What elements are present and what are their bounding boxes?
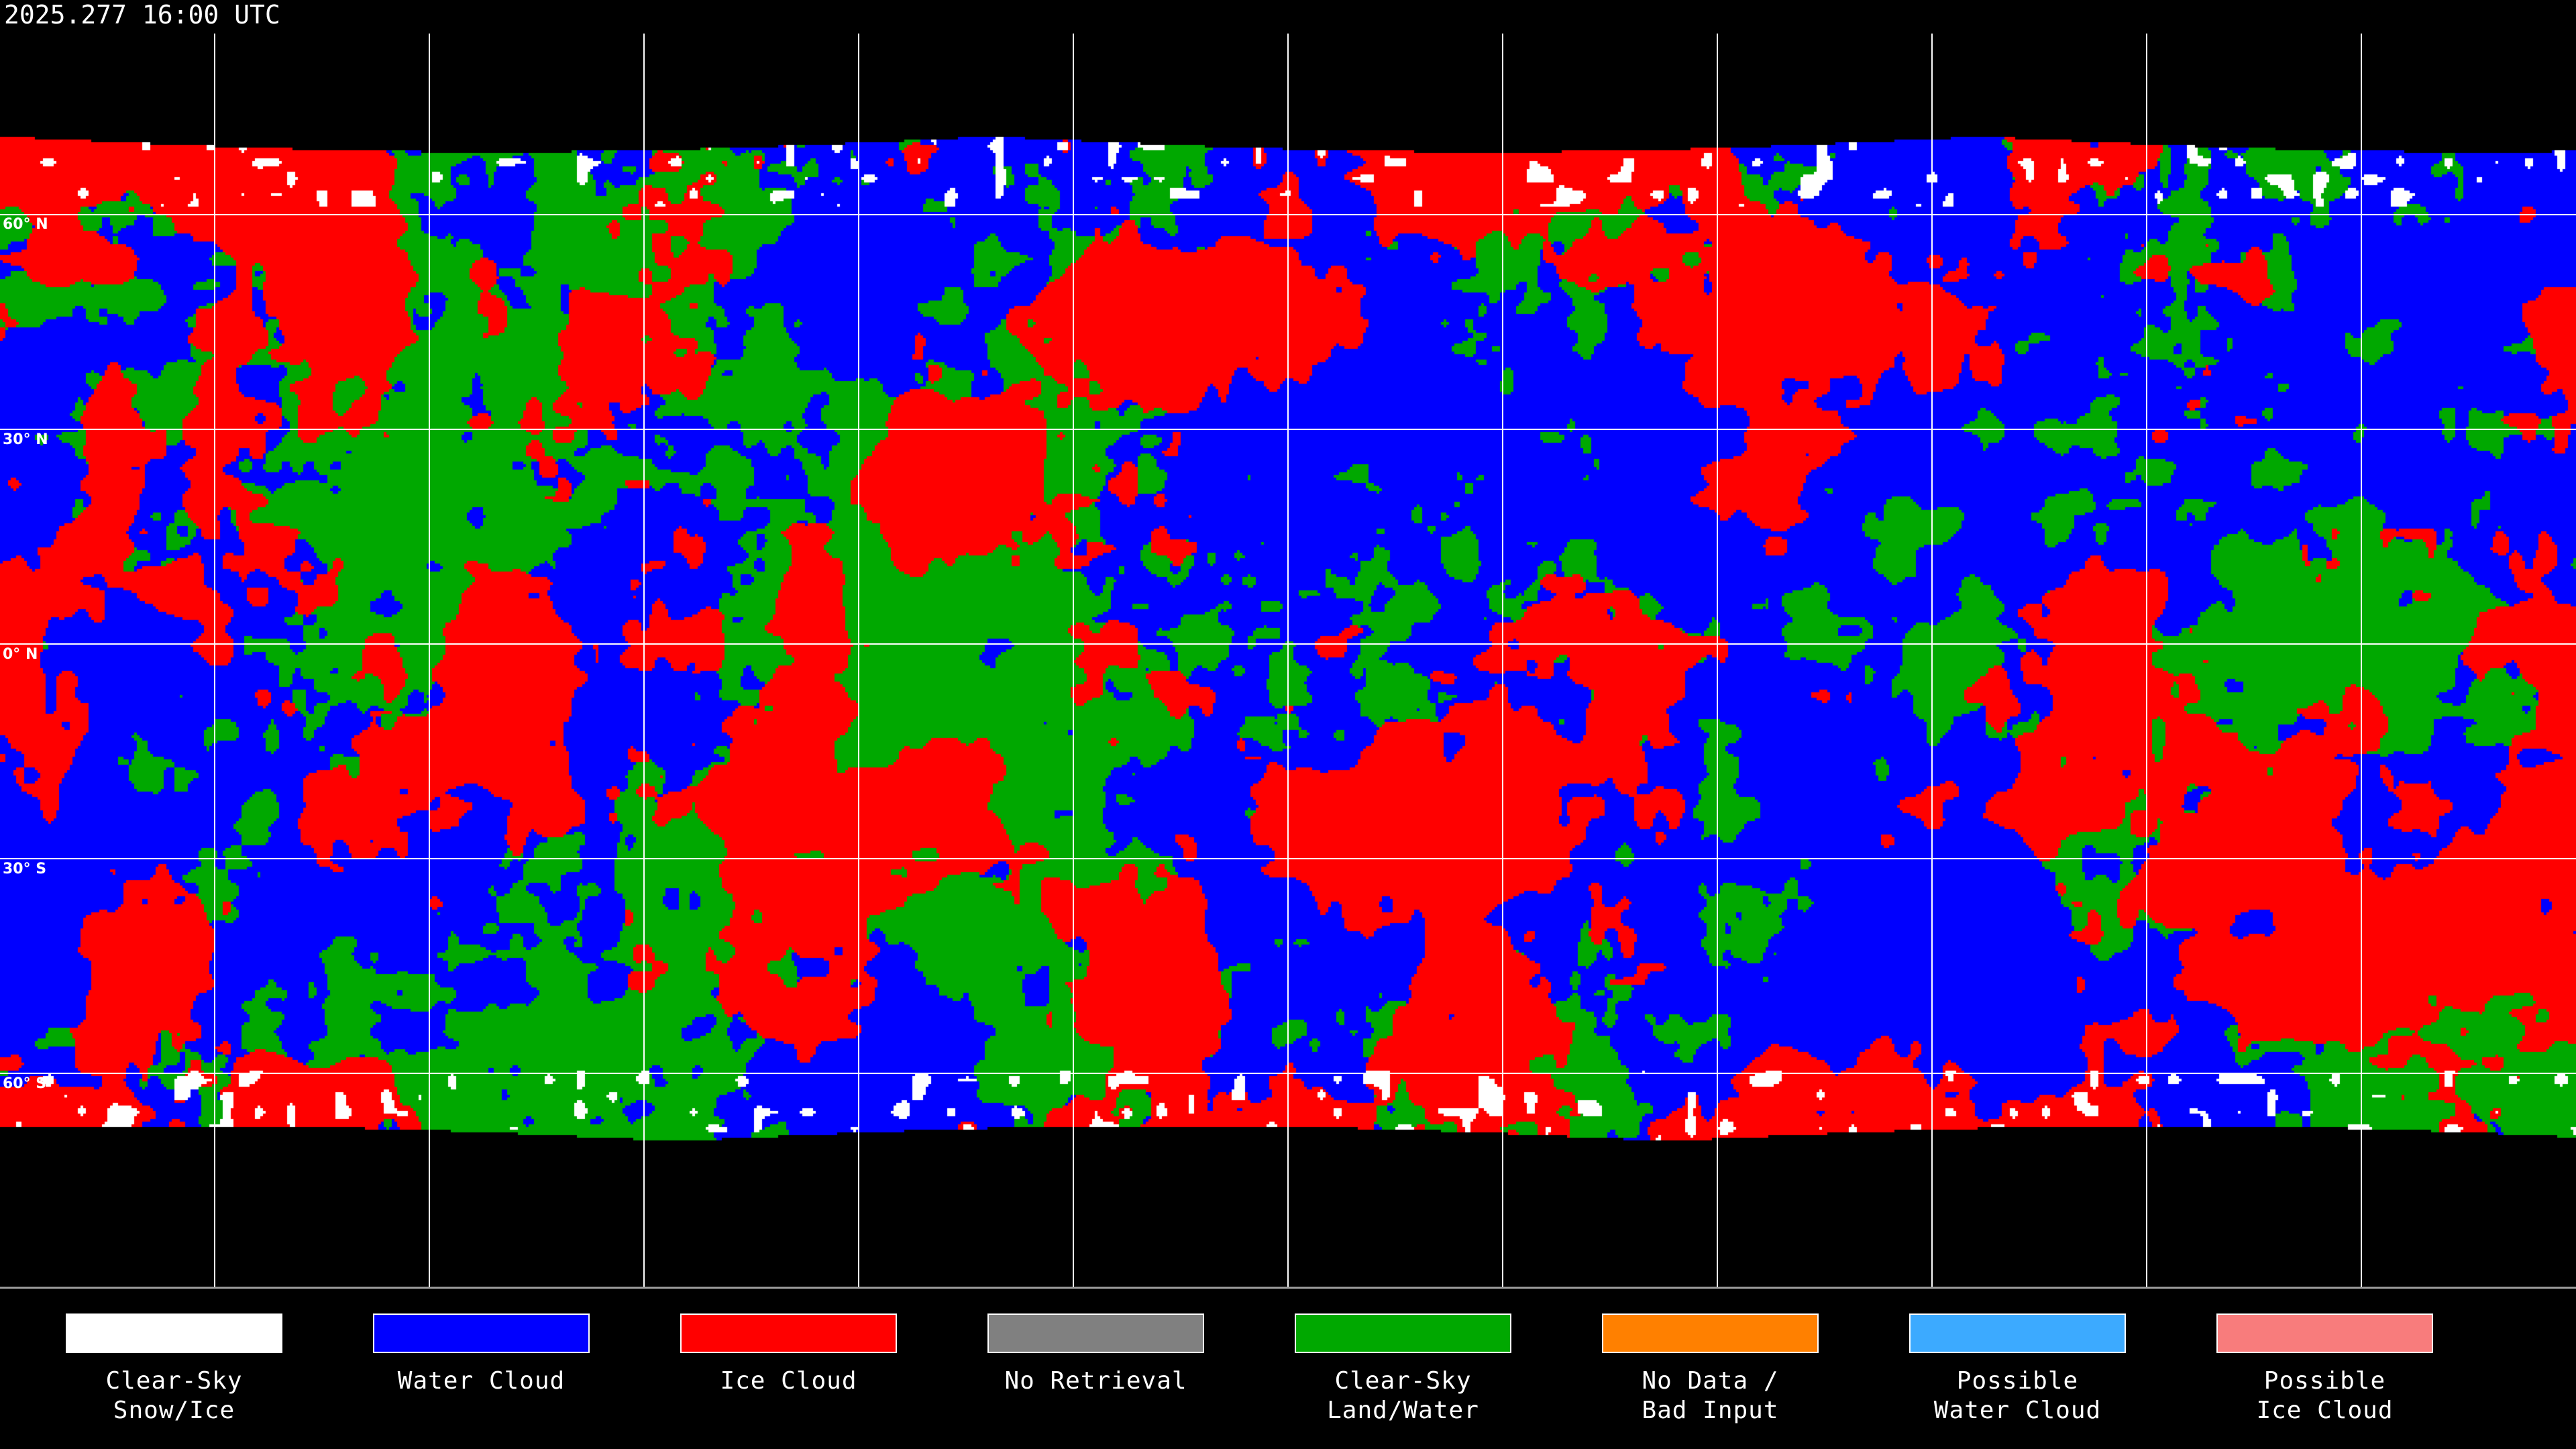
lat-label-60s: 60° S — [3, 1075, 47, 1092]
legend-swatch — [66, 1313, 282, 1353]
lat-label-60n: 60° N — [3, 216, 48, 233]
legend-label: No Data / Bad Input — [1642, 1367, 1779, 1424]
lat-label-30s: 30° S — [3, 861, 47, 877]
legend-swatch — [1602, 1313, 1819, 1353]
legend-swatch — [987, 1313, 1204, 1353]
legend-item-ice-cloud: Ice Cloud — [680, 1313, 897, 1396]
legend-item-no-retrieval: No Retrieval — [987, 1313, 1204, 1396]
legend-item-clear-sky-land-water: Clear-Sky Land/Water — [1295, 1313, 1511, 1426]
legend-label: Clear-Sky Snow/Ice — [105, 1367, 243, 1424]
legend-item-possible-water-cloud: Possible Water Cloud — [1909, 1313, 2126, 1426]
lat-lon-grid — [0, 34, 2576, 1287]
legend-item-no-data: No Data / Bad Input — [1602, 1313, 1819, 1426]
legend-label: Clear-Sky Land/Water — [1327, 1367, 1479, 1424]
timestamp-title: 2025.277 16:00 UTC — [4, 0, 280, 30]
legend-label: Water Cloud — [397, 1367, 566, 1395]
cloud-phase-map — [0, 0, 2576, 1288]
legend-divider — [0, 1287, 2576, 1289]
legend-item-water-cloud: Water Cloud — [373, 1313, 590, 1396]
legend-swatch — [680, 1313, 897, 1353]
legend-swatch — [2216, 1313, 2433, 1353]
legend-label: Possible Ice Cloud — [2256, 1367, 2394, 1424]
legend-label: No Retrieval — [1004, 1367, 1187, 1395]
legend-item-possible-ice-cloud: Possible Ice Cloud — [2216, 1313, 2433, 1426]
legend-label: Possible Water Cloud — [1933, 1367, 2102, 1424]
legend-swatch — [373, 1313, 590, 1353]
legend-label: Ice Cloud — [720, 1367, 857, 1395]
legend-item-clear-sky-snow-ice: Clear-Sky Snow/Ice — [66, 1313, 282, 1426]
legend-swatch — [1295, 1313, 1511, 1353]
lat-label-30n: 30° N — [3, 431, 48, 448]
legend-swatch — [1909, 1313, 2126, 1353]
lat-label-0n: 0° N — [3, 646, 38, 663]
